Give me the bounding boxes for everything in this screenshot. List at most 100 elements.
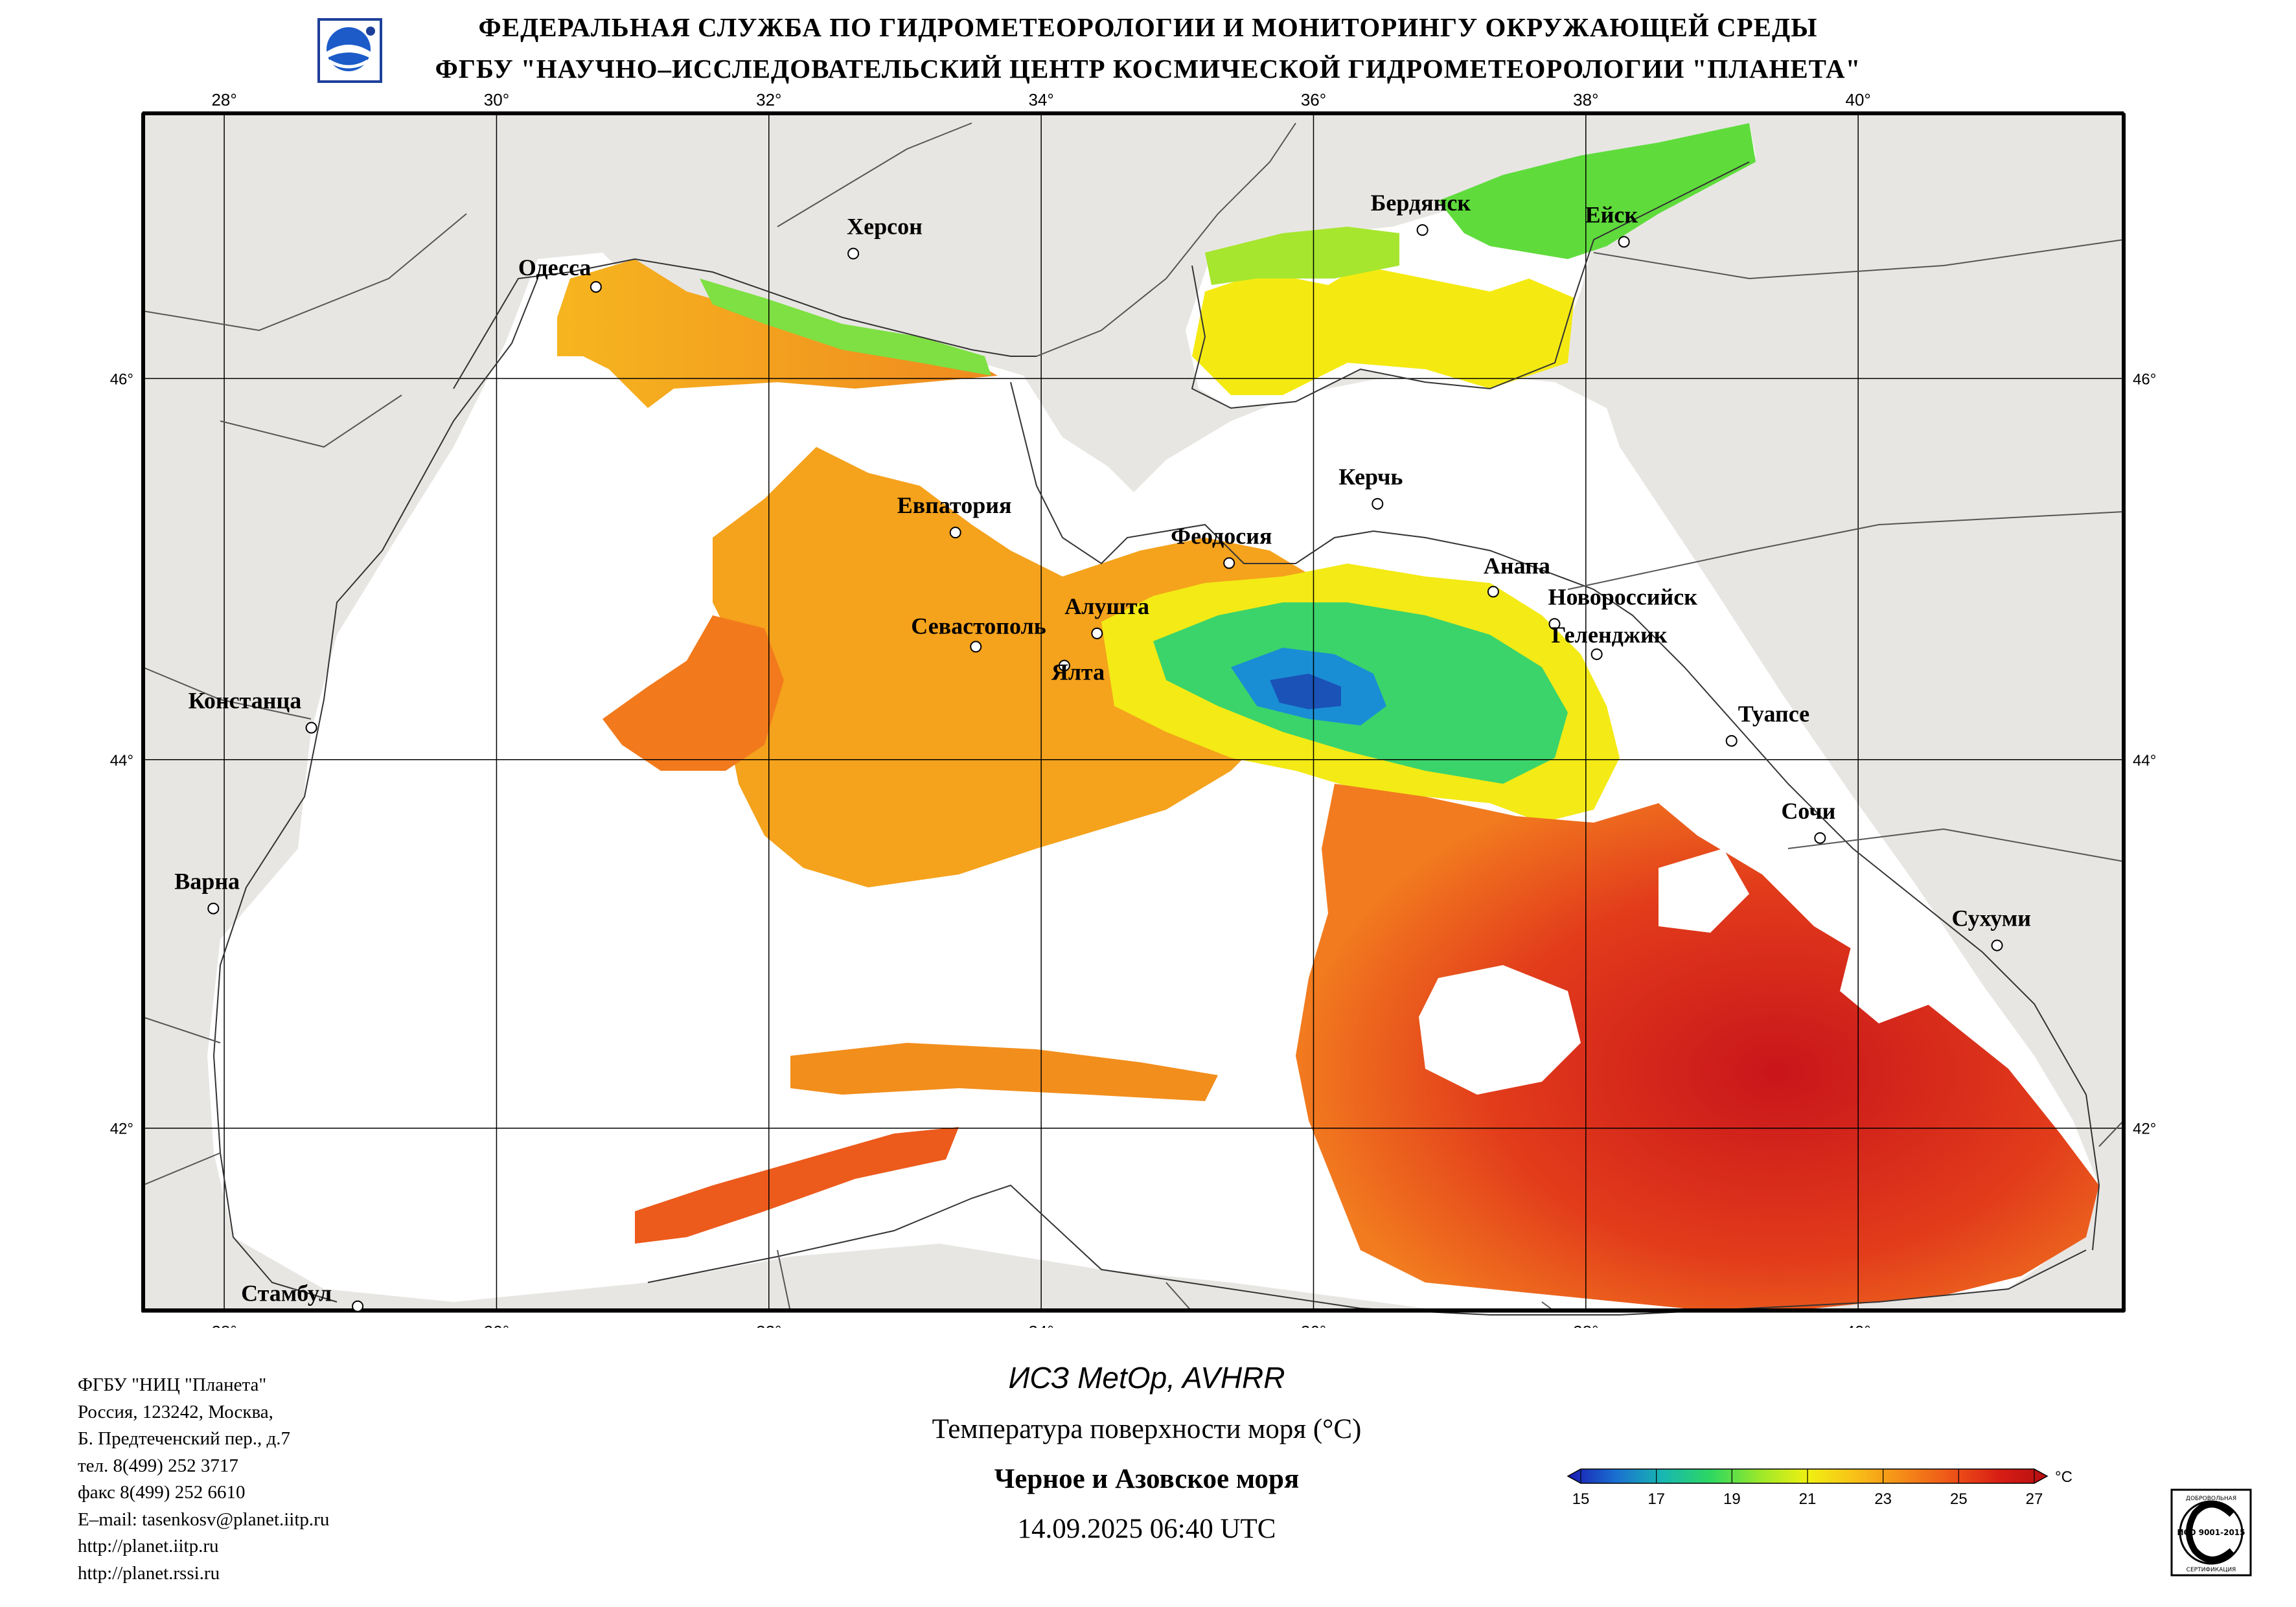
header: ФЕДЕРАЛЬНАЯ СЛУЖБА ПО ГИДРОМЕТЕОРОЛОГИИ … bbox=[0, 0, 2296, 97]
city-dot bbox=[949, 527, 961, 539]
central-west-sst bbox=[713, 447, 1348, 887]
city-label: Констанца bbox=[189, 688, 302, 714]
iso-certification-badge: ДОБРОВОЛЬНАЯ ИСО 9001-2015 СЕРТИФИКАЦИЯ bbox=[2170, 1488, 2252, 1577]
region-name: Черное и Азовское моря bbox=[994, 1464, 1300, 1494]
lon-label: 32° bbox=[756, 90, 781, 109]
city-label: Ейск bbox=[1585, 201, 1638, 227]
odessa-gulf-green bbox=[700, 279, 991, 376]
coastlines bbox=[212, 161, 2100, 1316]
south-band-sst-2 bbox=[790, 1043, 1218, 1101]
agency-title: ФЕДЕРАЛЬНАЯ СЛУЖБА ПО ГИДРОМЕТЕОРОЛОГИИ … bbox=[478, 12, 1818, 42]
city-label: Одесса bbox=[518, 255, 591, 280]
lon-label: 32° bbox=[756, 1322, 781, 1328]
lat-label: 44° bbox=[2133, 752, 2156, 769]
iso-bottom-text: СЕРТИФИКАЦИЯ bbox=[2187, 1567, 2236, 1573]
city-dot bbox=[1058, 659, 1070, 672]
city-dot bbox=[207, 902, 220, 915]
city-dot bbox=[1814, 832, 1826, 844]
frame-left-thick bbox=[141, 113, 145, 1312]
color-scale-tick-label: 21 bbox=[1799, 1490, 1817, 1508]
map-canvas: 28° 28° 30° 30° 32° 32° 34° 34° 36° 36° 38° 38° 40° 4… bbox=[110, 90, 2157, 1328]
planeta-logo-icon bbox=[317, 18, 382, 83]
city-label: Туапсе bbox=[1738, 701, 1809, 727]
lon-label: 34° bbox=[1028, 90, 1053, 109]
iso-top-text: ДОБРОВОЛЬНАЯ bbox=[2186, 1496, 2236, 1502]
east-cloud-patch-3 bbox=[1840, 939, 1931, 1023]
lon-label: 40° bbox=[1846, 90, 1871, 109]
city-label: Керчь bbox=[1338, 464, 1403, 490]
city-label: Сочи bbox=[1781, 798, 1835, 824]
city-label: Алушта bbox=[1064, 593, 1149, 619]
color-scale-tick-label: 23 bbox=[1874, 1490, 1892, 1508]
east-warm-basin bbox=[1296, 784, 2099, 1308]
city-label: Сухуми bbox=[1952, 906, 2032, 931]
center-title: ФГБУ "НАУЧНО–ИССЛЕДОВАТЕЛЬСКИЙ ЦЕНТР КОС… bbox=[435, 54, 1861, 84]
color-scale-tick-label: 27 bbox=[2026, 1490, 2043, 1508]
map-caption: ИСЗ MetOp, AVHRR Температура поверхности… bbox=[764, 1360, 1529, 1545]
lat-label: 44° bbox=[110, 752, 133, 769]
org-line: Россия, 123242, Москва, bbox=[78, 1401, 273, 1422]
city-label: Бердянск bbox=[1371, 190, 1471, 216]
south-band-sst bbox=[635, 1127, 959, 1244]
east-cloud-patch-1 bbox=[1419, 965, 1581, 1095]
city-dot bbox=[1487, 586, 1499, 598]
city-label: Евпатория bbox=[897, 492, 1012, 518]
observation-datetime: 14.09.2025 06:40 UTC bbox=[1017, 1514, 1276, 1544]
lon-label: 34° bbox=[1028, 1322, 1053, 1328]
parameter-name: Температура поверхности моря (°С) bbox=[932, 1414, 1362, 1444]
org-line: ФГБУ "НИЦ "Планета" bbox=[78, 1374, 267, 1395]
city-label: Стамбул bbox=[241, 1281, 332, 1306]
cold-upwelling-deep bbox=[1270, 674, 1341, 709]
satellite-sensor: ИСЗ MetOp, AVHRR bbox=[1008, 1361, 1285, 1395]
lon-label: 36° bbox=[1301, 1322, 1326, 1328]
city-dot bbox=[1991, 939, 2003, 952]
city-dot bbox=[1223, 557, 1235, 569]
west-orange-patch bbox=[603, 615, 784, 771]
city-label: Ялта bbox=[1051, 659, 1105, 685]
graticule-labels: 28° 28° 30° 30° 32° 32° 34° 34° 36° 36° 38° 38° 40° 4… bbox=[110, 90, 2157, 1328]
city-label: Херсон bbox=[847, 214, 923, 240]
city-dot bbox=[1416, 224, 1429, 236]
city-dot bbox=[1590, 648, 1603, 661]
city-dot bbox=[590, 280, 602, 293]
city-markers: Одесса Херсон Бердянск Ейск Евпатория Керчь Фе… bbox=[174, 190, 2031, 1312]
city-dot bbox=[970, 641, 982, 653]
city-dot bbox=[1725, 735, 1738, 747]
org-contacts: ФГБУ "НИЦ "Планета" Россия, 123242, Моск… bbox=[78, 1372, 329, 1587]
org-line: тел. 8(499) 252 3717 bbox=[78, 1455, 238, 1476]
lat-label: 46° bbox=[2133, 370, 2156, 388]
east-cloud-patch-2 bbox=[1659, 849, 1749, 933]
azov-sst-green-w bbox=[1205, 227, 1399, 285]
city-label: Геленджик bbox=[1552, 622, 1668, 648]
city-dot bbox=[1618, 236, 1630, 248]
color-scale-tick-label: 19 bbox=[1723, 1490, 1741, 1508]
color-scale-tick-label: 25 bbox=[1950, 1490, 1968, 1508]
lat-label: 42° bbox=[2133, 1121, 2156, 1138]
org-url: http://planet.iitp.ru bbox=[78, 1536, 219, 1556]
city-label: Новороссийск bbox=[1548, 584, 1697, 610]
color-scale-tick-label: 17 bbox=[1647, 1490, 1665, 1508]
borders bbox=[142, 122, 2124, 1312]
nw-shelf-sst bbox=[557, 259, 998, 408]
org-email: E–mail: tasenkosv@planet.iitp.ru bbox=[78, 1509, 330, 1530]
city-label: Варна bbox=[174, 869, 240, 895]
city-dot bbox=[1548, 618, 1561, 630]
city-dot bbox=[305, 722, 317, 734]
frame-top-thick bbox=[143, 111, 2124, 115]
azov-sst-green bbox=[1438, 123, 1756, 259]
frame-bottom-thick bbox=[143, 1308, 2124, 1312]
city-label: Феодосия bbox=[1171, 523, 1272, 549]
iso-mid-text: ИСО 9001-2015 bbox=[2177, 1528, 2245, 1537]
lon-label: 36° bbox=[1301, 90, 1326, 109]
city-dot bbox=[1372, 497, 1384, 510]
lon-label: 30° bbox=[484, 1322, 509, 1328]
city-dot bbox=[847, 247, 860, 260]
color-scale-unit: °С bbox=[2055, 1468, 2072, 1486]
org-url: http://planet.rssi.ru bbox=[78, 1562, 220, 1584]
org-line: факс 8(499) 252 6610 bbox=[78, 1482, 246, 1503]
lon-label: 40° bbox=[1846, 1322, 1871, 1328]
lat-label: 46° bbox=[110, 370, 133, 388]
lon-label: 30° bbox=[484, 90, 509, 109]
lon-label: 28° bbox=[211, 1322, 236, 1328]
sst-map: 28° 28° 30° 30° 32° 32° 34° 34° 36° 36° 38° 38° 40° 4… bbox=[0, 84, 2296, 1328]
